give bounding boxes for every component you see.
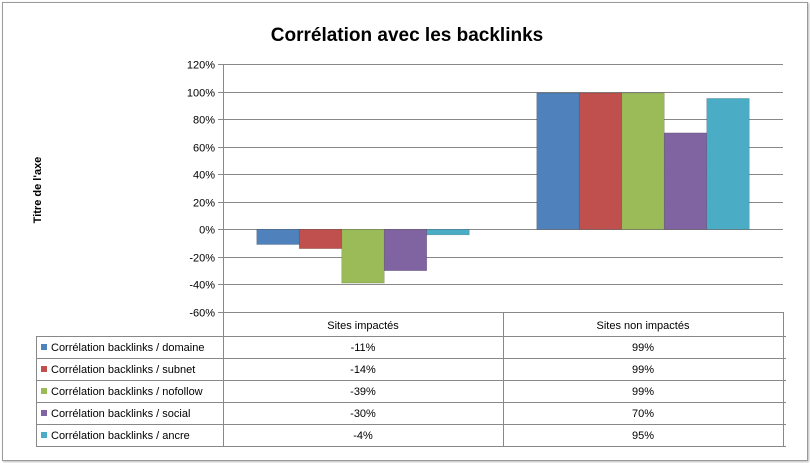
legend-label: Corrélation backlinks / subnet — [51, 364, 195, 376]
bar — [706, 98, 750, 230]
bar — [578, 92, 623, 230]
bar — [341, 229, 385, 284]
bar — [298, 229, 343, 249]
y-tick-label: 0% — [199, 225, 215, 237]
y-tick-label: -20% — [189, 253, 215, 265]
bar — [663, 132, 708, 230]
data-label: -4% — [353, 430, 373, 442]
data-label: -14% — [350, 364, 376, 376]
legend-label: Corrélation backlinks / ancre — [51, 430, 190, 442]
category-label: Sites impactés — [327, 320, 399, 332]
legend-swatch — [41, 344, 47, 350]
data-label: -30% — [350, 408, 376, 420]
bar — [621, 92, 665, 230]
data-label: 99% — [632, 364, 654, 376]
y-tick-label: 40% — [193, 170, 215, 182]
y-tick-label: 80% — [193, 115, 215, 127]
data-label: 95% — [632, 430, 654, 442]
y-tick-label: 120% — [187, 60, 215, 72]
data-label: -39% — [350, 386, 376, 398]
y-tick-label: 20% — [193, 198, 215, 210]
y-tick-label: -40% — [189, 280, 215, 292]
y-tick-label: 100% — [187, 88, 215, 100]
data-label: 99% — [632, 386, 654, 398]
bar — [536, 92, 580, 230]
data-table: Sites impactés Sites non impactés Corrélat… — [36, 312, 786, 447]
legend-label: Corrélation backlinks / social — [51, 408, 190, 420]
y-tick-label: -60% — [189, 308, 215, 320]
legend-swatch — [41, 366, 47, 372]
data-label: 70% — [632, 408, 654, 420]
legend-swatch — [41, 432, 47, 438]
chart-title: Corrélation avec les backlinks — [271, 25, 543, 46]
chart-canvas: Corrélation avec les backlinks Titre de … — [32, 25, 786, 447]
y-axis-label: Titre de l'axe — [32, 157, 44, 224]
legend-label: Corrélation backlinks / domaine — [51, 342, 204, 354]
data-label: 99% — [632, 342, 654, 354]
legend-label: Corrélation backlinks / nofollow — [51, 386, 203, 398]
bars — [256, 92, 750, 284]
y-tick-label: 60% — [193, 143, 215, 155]
bar — [256, 229, 300, 245]
bar — [383, 229, 428, 271]
data-label: -11% — [351, 342, 376, 354]
category-label: Sites non impactés — [597, 320, 690, 332]
bar — [426, 229, 470, 236]
legend-swatch — [41, 410, 47, 416]
axes: -60% -40% -20% 0% 20% 40% 60% 80% 100% 120% — [187, 60, 224, 320]
legend-swatch — [41, 388, 47, 394]
